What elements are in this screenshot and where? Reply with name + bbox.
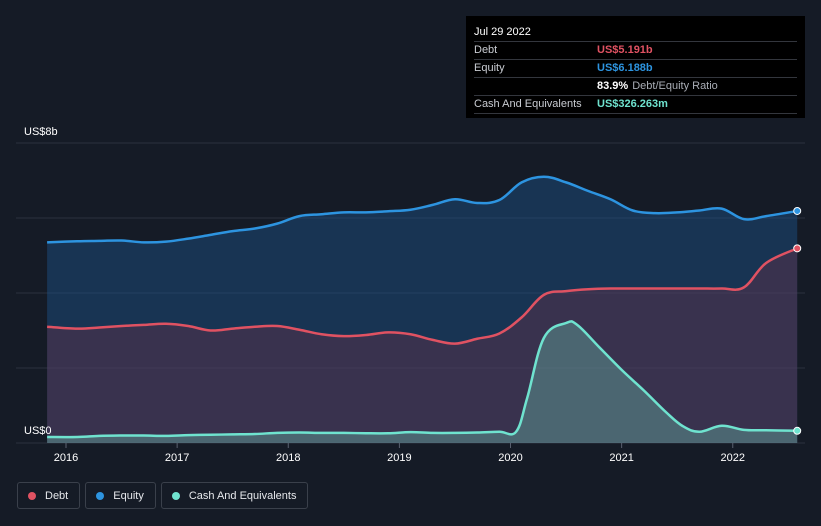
legend-equity-label: Equity [113, 489, 144, 502]
equity-area [47, 176, 798, 443]
x-tick-label: 2021 [609, 452, 633, 464]
x-tick-label: 2018 [276, 452, 300, 464]
tooltip-cash-label: Cash And Equivalents [474, 98, 582, 110]
tooltip-ratio-spacer [474, 78, 597, 95]
tooltip-ratio-label: Debt/Equity Ratio [632, 80, 718, 92]
tooltip-debt-value: US$5.191b [597, 44, 653, 56]
cash-dot-icon [171, 491, 180, 500]
tooltip-equity-label: Equity [474, 62, 505, 74]
chart-tooltip: Jul 29 2022 Debt US$5.191b Equity US$6.1… [466, 16, 805, 118]
debt-dot-icon [28, 491, 36, 500]
equity-dot-icon [96, 491, 105, 500]
x-tick-label: 2016 [54, 452, 78, 464]
y-axis-top-label: US$8b [24, 126, 58, 138]
legend-item-debt[interactable]: Debt [17, 482, 81, 509]
legend: Debt Equity Cash And Equivalents [17, 482, 309, 509]
legend-cash-label: Cash And Equivalents [188, 489, 297, 502]
tooltip-row-cash: Cash And Equivalents US$326.263m [474, 95, 797, 114]
debt-line [47, 247, 798, 345]
series-lines [47, 175, 798, 439]
tooltip-date: Jul 29 2022 [474, 26, 531, 38]
tooltip-ratio-value: 83.9% [597, 80, 629, 92]
x-tick-label: 2019 [387, 452, 411, 464]
debt-end-marker [793, 244, 802, 253]
tooltip-cash-value: US$326.263m [597, 98, 668, 110]
legend-debt-label: Debt [45, 489, 69, 502]
legend-item-cash[interactable]: Cash And Equivalents [160, 482, 309, 509]
cash-area [47, 321, 798, 443]
equity-end-marker [793, 206, 802, 215]
tooltip-row-debt: Debt US$5.191b [474, 41, 797, 59]
tooltip-equity-value: US$6.188b [597, 62, 653, 74]
cash-line [47, 320, 798, 439]
x-axis-ticks: 2016 2017 2018 2019 2020 2021 2022 [54, 443, 745, 464]
debt-area [47, 248, 798, 443]
cash-end-marker [793, 426, 802, 435]
y-axis-bottom-label: US$0 [24, 425, 52, 437]
tooltip-row-equity: Equity US$6.188b [474, 59, 797, 77]
series-areas [47, 176, 798, 443]
end-markers [793, 206, 802, 435]
tooltip-row-ratio: 83.9% Debt/Equity Ratio [474, 77, 797, 95]
x-tick-label: 2020 [498, 452, 522, 464]
x-tick-label: 2022 [721, 452, 745, 464]
legend-item-equity[interactable]: Equity [85, 482, 156, 509]
tooltip-debt-label: Debt [474, 44, 498, 56]
gridlines [16, 142, 805, 444]
equity-line [47, 175, 798, 244]
x-tick-label: 2017 [165, 452, 189, 464]
